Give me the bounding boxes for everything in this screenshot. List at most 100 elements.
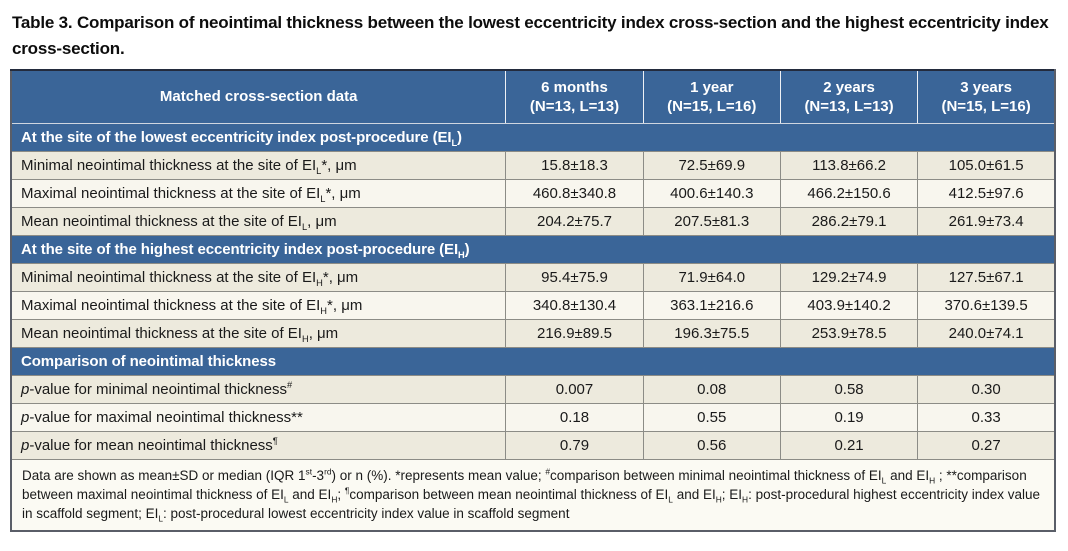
- subscript-segment: H: [331, 494, 338, 505]
- header-col-counts: (N=13, L=13): [529, 98, 620, 115]
- table-header: Matched cross-section data 6 months (N=13…: [11, 70, 1055, 124]
- value-cell: 466.2±150.6: [779, 179, 918, 208]
- table-foot: Data are shown as mean±SD or median (IQR…: [11, 459, 1055, 532]
- text-segment: -value for mean neointimal thickness: [29, 437, 273, 454]
- text-segment: Data are shown as mean±SD or median (IQR…: [22, 468, 306, 483]
- value-cell: 0.18: [505, 403, 644, 432]
- value-cell: 0.33: [917, 403, 1055, 432]
- row-label-cell: Maximal neointimal thickness at the site…: [11, 291, 506, 320]
- header-col-counts: (N=15, L=16): [667, 98, 757, 115]
- section-header-label: Comparison of neointimal thickness: [11, 347, 1055, 376]
- text-segment: Maximal neointimal thickness at the site…: [21, 185, 321, 202]
- header-col-period: 3 years: [960, 78, 1012, 96]
- supscript-segment: st: [305, 466, 313, 477]
- text-segment: comparison between minimal neointimal th…: [550, 468, 882, 483]
- value-cell: 15.8±18.3: [505, 151, 644, 180]
- text-segment: Maximal neointimal thickness at the site…: [21, 297, 321, 314]
- subscript-segment: L: [158, 514, 163, 524]
- value-cell: 127.5±67.1: [917, 263, 1055, 292]
- supscript-segment: #: [286, 380, 293, 390]
- text-segment: *, μm: [322, 269, 359, 286]
- comparison-table: Matched cross-section data 6 months (N=13…: [10, 69, 1056, 533]
- value-cell: 0.27: [917, 431, 1055, 460]
- row-label-cell: Minimal neointimal thickness at the site…: [11, 151, 506, 180]
- section-header-row-3: Comparison of neointimal thickness: [11, 347, 1055, 376]
- text-segment: , μm: [308, 325, 339, 342]
- value-cell: 363.1±216.6: [642, 291, 781, 320]
- text-segment: , μm: [307, 213, 337, 230]
- value-cell: 403.9±140.2: [779, 291, 918, 320]
- value-cell: 261.9±73.4: [917, 207, 1055, 236]
- header-col-2-years: 2 years (N=13, L=13): [779, 70, 918, 124]
- value-cell: 72.5±69.9: [642, 151, 781, 180]
- text-segment: -value for maximal neointimal thickness*…: [29, 409, 303, 426]
- table-header-row: Matched cross-section data 6 months (N=13…: [11, 70, 1055, 124]
- value-cell: 0.19: [779, 403, 918, 432]
- table-body: At the site of the lowest eccentricity i…: [11, 123, 1055, 460]
- header-col-6-months: 6 months (N=13, L=13): [505, 70, 644, 124]
- header-col-period: 1 year: [690, 78, 734, 96]
- data-row: Minimal neointimal thickness at the site…: [11, 151, 1055, 180]
- text-segment: *, μm: [325, 185, 361, 202]
- text-segment: ): [457, 129, 462, 146]
- text-segment: -3: [312, 468, 325, 483]
- data-row: Maximal neointimal thickness at the site…: [11, 291, 1055, 320]
- section-header-row-2: At the site of the highest eccentricity …: [11, 235, 1055, 264]
- data-row: Minimal neointimal thickness at the site…: [11, 263, 1055, 292]
- header-col-counts: (N=13, L=13): [804, 98, 894, 115]
- value-cell: 0.007: [505, 375, 644, 404]
- text-segment: ; **comparison between maximal neointima…: [22, 468, 1027, 503]
- section-header-label: At the site of the highest eccentricity …: [11, 235, 1055, 264]
- italic-segment: p: [21, 381, 30, 398]
- supscript-segment: rd: [324, 466, 332, 477]
- text-segment: ): [464, 241, 470, 258]
- header-col-1-year: 1 year (N=15, L=16): [642, 70, 781, 124]
- text-segment: Minimal neointimal thickness at the site…: [21, 269, 317, 286]
- row-label-cell: p-value for mean neointimal thickness¶: [11, 431, 506, 460]
- section-header-label: At the site of the lowest eccentricity i…: [11, 123, 1055, 152]
- value-cell: 253.9±78.5: [779, 319, 918, 348]
- text-segment: : post-procedural highest eccentricity i…: [22, 487, 1040, 522]
- supscript-segment: ¶: [272, 436, 278, 446]
- italic-segment: p: [21, 409, 30, 426]
- text-segment: At the site of the lowest eccentricity i…: [21, 129, 452, 146]
- footnote-row: Data are shown as mean±SD or median (IQR…: [11, 459, 1055, 532]
- row-label-cell: p-value for minimal neointimal thickness…: [11, 375, 506, 404]
- subscript-segment: L: [316, 166, 322, 176]
- supscript-segment: ¶: [344, 485, 350, 496]
- row-label-cell: Maximal neointimal thickness at the site…: [11, 179, 506, 208]
- value-cell: 95.4±75.9: [505, 263, 644, 292]
- subscript-segment: H: [316, 278, 323, 288]
- text-segment: and EI: [288, 487, 332, 503]
- text-segment: -value for minimal neointimal thickness: [29, 381, 287, 398]
- subscript-segment: L: [451, 138, 458, 148]
- value-cell: 129.2±74.9: [779, 263, 918, 292]
- subscript-segment: H: [715, 494, 722, 505]
- data-row: Mean neointimal thickness at the site of…: [11, 319, 1055, 348]
- text-segment: ) or n (%). *represents mean value;: [331, 468, 546, 483]
- subscript-segment: H: [458, 250, 465, 260]
- data-row: Maximal neointimal thickness at the site…: [11, 179, 1055, 208]
- value-cell: 340.8±130.4: [505, 291, 644, 320]
- text-segment: *, μm: [321, 157, 357, 174]
- italic-segment: p: [21, 437, 30, 454]
- header-col-period: 6 months: [541, 78, 608, 96]
- value-cell: 460.8±340.8: [505, 179, 644, 208]
- row-label-cell: p-value for maximal neointimal thickness…: [11, 403, 506, 432]
- header-col-3-years: 3 years (N=15, L=16): [917, 70, 1055, 124]
- text-segment: Minimal neointimal thickness at the site…: [21, 157, 317, 174]
- subscript-segment: L: [301, 222, 308, 232]
- value-cell: 113.8±66.2: [779, 151, 918, 180]
- subscript-segment: H: [929, 475, 936, 486]
- supscript-segment: #: [545, 466, 551, 477]
- section-header-row-1: At the site of the lowest eccentricity i…: [11, 123, 1055, 152]
- text-segment: Comparison of neointimal thickness: [21, 353, 276, 370]
- subscript-segment: L: [320, 194, 326, 204]
- text-segment: At the site of the highest eccentricity …: [21, 241, 459, 258]
- data-row: p-value for mean neointimal thickness¶ 0.…: [11, 431, 1055, 460]
- data-row: p-value for maximal neointimal thickness…: [11, 403, 1055, 432]
- subscript-segment: L: [668, 494, 673, 505]
- value-cell: 370.6±139.5: [917, 291, 1055, 320]
- value-cell: 0.08: [642, 375, 781, 404]
- value-cell: 0.58: [779, 375, 918, 404]
